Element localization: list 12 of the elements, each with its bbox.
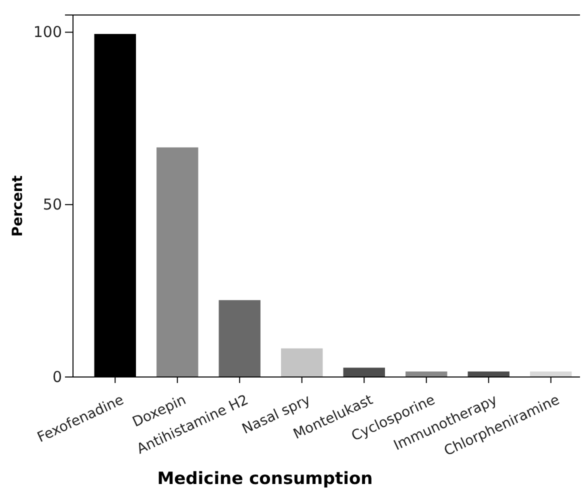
bar (343, 368, 385, 377)
x-axis-title: Medicine consumption (157, 469, 373, 489)
bar (468, 371, 510, 377)
bar (406, 371, 448, 377)
bar (218, 300, 260, 377)
y-tick-label: 50 (42, 195, 62, 214)
y-tick-label: 100 (33, 23, 62, 42)
bar (281, 348, 323, 377)
y-tick-label: 0 (52, 368, 62, 386)
bar (156, 147, 198, 377)
y-axis-title: Percent (10, 175, 26, 237)
bar (530, 371, 572, 377)
